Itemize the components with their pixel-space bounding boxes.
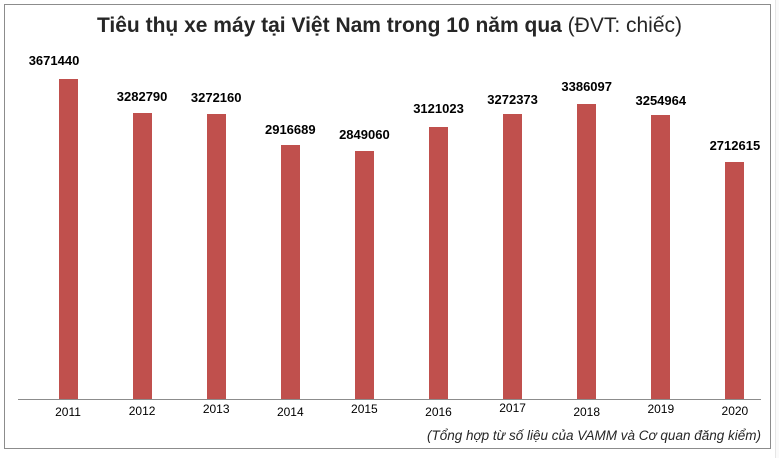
chart-frame [4,4,771,449]
bar-2011 [58,79,78,399]
data-label-2013: 3272160 [190,90,242,105]
bar-2017 [503,114,523,399]
bar-2012 [132,113,152,399]
x-tick-2012: 2012 [128,404,156,418]
x-tick-2014: 2014 [276,405,304,419]
data-label-2020: 2712615 [709,138,761,153]
bar-2020 [725,162,745,399]
bar-2019 [651,115,671,399]
x-tick-2017: 2017 [499,401,526,415]
window-edge [775,0,779,458]
x-tick-2018: 2018 [573,405,601,419]
data-label-2015: 2849060 [339,127,390,142]
bar-2016 [429,127,448,399]
bar-2015 [354,151,374,399]
data-label-2019: 3254964 [635,93,687,108]
bar-2018 [577,104,597,399]
chart-title-unit: (ĐVT: chiếc) [567,14,683,37]
x-tick-2020: 2020 [721,404,749,418]
data-label-2014: 2916689 [264,122,316,137]
x-tick-2011: 2011 [55,405,81,419]
x-tick-2019: 2019 [647,402,675,416]
x-tick-2013: 2013 [202,402,230,416]
data-label-2017: 3272373 [487,92,538,107]
bar-2013 [206,114,226,399]
chart-title-main: Tiêu thụ xe máy tại Việt Nam trong 10 nă… [96,14,562,37]
x-tick-2015: 2015 [351,402,378,416]
data-label-2018: 3386097 [561,79,612,94]
x-axis-line [18,399,761,400]
data-label-2011: 3671440 [28,53,80,68]
bar-2014 [280,145,300,399]
chart-title: Tiêu thụ xe máy tại Việt Nam trong 10 nă… [0,14,779,38]
data-label-2012: 3282790 [116,89,168,104]
data-label-2016: 3121023 [413,101,464,116]
source-note: (Tổng hợp từ số liệu của VAMM và Cơ quan… [426,428,761,443]
x-tick-2016: 2016 [425,405,452,419]
